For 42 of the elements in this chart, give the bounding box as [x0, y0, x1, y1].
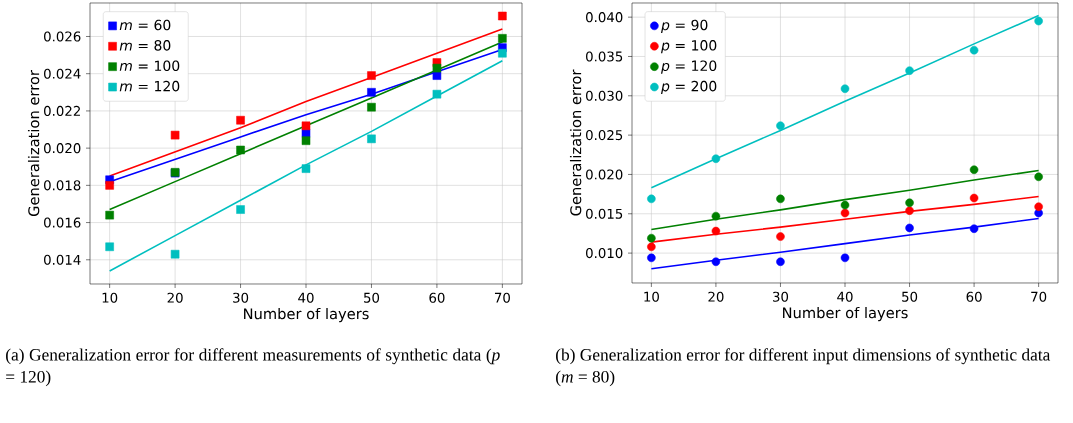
y-tick-label: 0.035	[586, 51, 623, 62]
y-tick-label: 0.010	[586, 248, 623, 259]
legend-label: m = 120	[119, 80, 180, 92]
legend-label: p = 100	[661, 40, 717, 54]
y-tick-label: 0.024	[44, 68, 81, 79]
y-tick-label: 0.018	[44, 180, 81, 191]
y-tick-label: 0.040	[586, 12, 623, 23]
legend-label: p = 200	[661, 80, 717, 95]
legend-label: p = 90	[661, 19, 708, 33]
x-tick-label: 60	[966, 291, 982, 302]
y-tick-label: 0.030	[586, 90, 623, 101]
x-tick-label: 70	[494, 292, 510, 303]
y-tick-label: 0.016	[44, 217, 81, 228]
y-axis-title: Generalization error	[27, 70, 40, 217]
x-tick-label: 40	[298, 292, 314, 303]
x-tick-label: 20	[708, 291, 724, 302]
x-tick-label: 30	[233, 292, 249, 303]
y-tick-label: 0.014	[44, 254, 81, 265]
x-tick-label: 60	[429, 292, 445, 303]
legend-label: m = 80	[119, 40, 171, 51]
x-axis-title: Number of layers	[244, 307, 369, 323]
x-tick-label: 50	[364, 292, 380, 303]
y-tick-label: 0.022	[44, 105, 80, 116]
x-tick-label: 40	[837, 291, 853, 302]
y-axis-title: Generalization error	[569, 69, 582, 216]
x-tick-label: 70	[1031, 291, 1047, 302]
legend-label: p = 120	[661, 60, 717, 74]
y-tick-label: 0.020	[44, 143, 81, 154]
x-tick-label: 20	[167, 292, 183, 303]
y-tick-label: 0.026	[44, 31, 81, 42]
text: (b) Generalization error for different input dimensions of synthetic data (m = 80)	[556, 348, 1051, 387]
x-tick-label: 10	[644, 291, 659, 302]
text: (a) Generalization error for different measurements of synthetic data (p = 120)	[6, 348, 500, 387]
legend-label: m = 60	[119, 19, 171, 31]
y-tick-label: 0.025	[586, 130, 623, 141]
y-tick-label: 0.020	[586, 169, 623, 180]
x-axis-title: Number of layers	[783, 306, 908, 322]
y-tick-label: 0.015	[586, 208, 623, 219]
x-tick-label: 10	[102, 292, 118, 303]
legend-label: m = 100	[119, 60, 180, 72]
x-tick-label: 50	[902, 291, 918, 302]
x-tick-label: 30	[773, 291, 789, 302]
